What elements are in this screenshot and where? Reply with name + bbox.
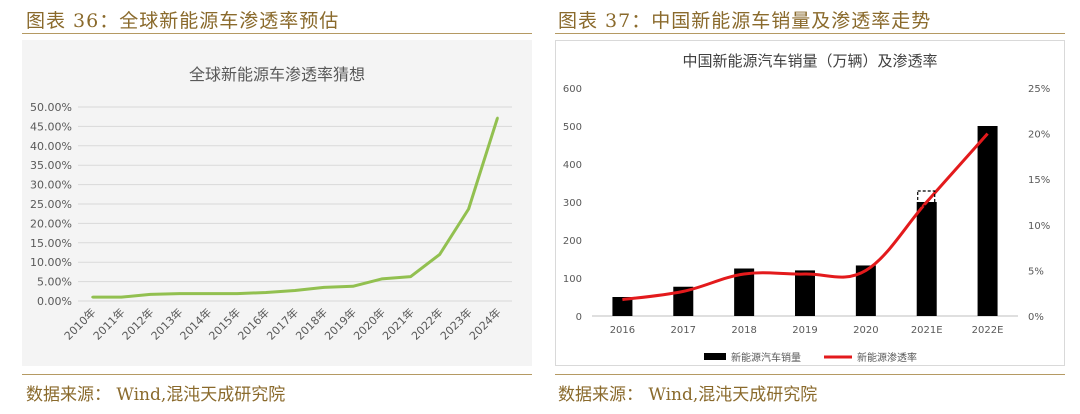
data-point [438, 253, 441, 256]
y-right-tick-label: 20% [1028, 130, 1050, 141]
y-tick-label: 0.00% [37, 295, 72, 308]
y-left-tick-label: 600 [563, 84, 582, 95]
x-tick-label: 2019 [792, 325, 817, 336]
data-point [322, 286, 326, 289]
legend-label-penetration: 新能源渗透率 [857, 351, 917, 364]
y-right-tick-label: 0% [1028, 312, 1044, 323]
y-right-tick-label: 5% [1028, 266, 1044, 277]
bar [855, 265, 876, 316]
y-tick-label: 30.00% [30, 179, 72, 192]
right-title-rule [555, 33, 1065, 34]
left-source-rule [22, 374, 532, 375]
x-tick-label: 2018 [731, 325, 756, 336]
x-tick-label: 2016 [610, 325, 635, 336]
data-point [264, 291, 268, 294]
data-point [149, 293, 152, 296]
left-figure-title: 图表 36：全球新能源车渗透率预估 [26, 10, 340, 32]
left-chart-panel: 全球新能源车渗透率猜想 0.00% 5.00% 10.00% 15.00% 20.00% 2… [22, 40, 532, 366]
y-tick-label: 25.00% [30, 198, 72, 211]
right-figure-title: 图表 37：中国新能源车销量及渗透率走势 [558, 10, 932, 32]
series-line [92, 117, 499, 299]
highlight-box [917, 190, 936, 207]
y-left-tick-label: 200 [563, 236, 582, 247]
y-right-tick-label: 25% [1028, 84, 1050, 95]
x-tick-label: 2021E [911, 325, 943, 336]
y-tick-label: 40.00% [30, 140, 72, 153]
data-point [207, 292, 210, 295]
bar [734, 268, 755, 316]
data-point [351, 285, 355, 288]
y-tick-label: 15.00% [30, 237, 72, 250]
y-left-tick-label: 300 [563, 198, 582, 209]
data-point [496, 116, 499, 120]
chart-title: 中国新能源汽车销量（万辆）及渗透率 [682, 52, 937, 70]
bar [795, 270, 815, 316]
x-tick-label: 2024年 [466, 305, 503, 342]
y-left-tick-label: 0 [576, 312, 582, 323]
right-source-text: 数据来源： Wind,混沌天成研究院 [558, 385, 818, 405]
data-point [409, 275, 412, 278]
y-tick-label: 10.00% [30, 256, 72, 269]
y-right-tick-label: 10% [1028, 221, 1050, 232]
right-chart-panel: 中国新能源汽车销量（万辆）及渗透率 0 100 200 300 400 500 600 0% 5%… [555, 40, 1065, 366]
y-left-tick-label: 100 [563, 274, 582, 285]
data-point [120, 295, 123, 299]
x-tick-label: 2020 [853, 325, 878, 336]
data-point [178, 292, 181, 295]
y-right-tick-label: 15% [1028, 175, 1050, 186]
bar [673, 286, 694, 316]
data-point [293, 289, 297, 292]
y-left-tick-label: 400 [563, 160, 582, 171]
y-left-tick-label: 500 [563, 122, 582, 133]
chart-title: 全球新能源车渗透率猜想 [189, 65, 365, 84]
bar [612, 297, 633, 316]
y-tick-label: 50.00% [30, 101, 72, 114]
bar [977, 126, 998, 316]
data-point [467, 207, 470, 211]
data-point [91, 295, 94, 299]
y-tick-label: 45.00% [30, 120, 72, 133]
left-source-text: 数据来源： Wind,混沌天成研究院 [26, 385, 286, 405]
legend-swatch-bar [704, 353, 726, 360]
global-penetration-chart: 全球新能源车渗透率猜想 0.00% 5.00% 10.00% 15.00% 20.00% 2… [30, 65, 512, 343]
bar [916, 202, 937, 316]
y-tick-label: 35.00% [30, 159, 72, 172]
y-tick-label: 20.00% [30, 217, 72, 230]
data-point [235, 292, 239, 295]
x-tick-label: 2022E [972, 325, 1004, 336]
penetration-line [622, 132, 989, 302]
right-source-rule [555, 374, 1065, 375]
x-tick-label: 2017 [671, 325, 696, 336]
data-point [380, 277, 383, 281]
y-tick-label: 5.00% [37, 276, 72, 289]
china-sales-penetration-chart: 中国新能源汽车销量（万辆）及渗透率 0 100 200 300 400 500 600 0% 5%… [563, 52, 1050, 364]
legend-label-sales: 新能源汽车销量 [731, 351, 801, 364]
left-title-rule [22, 33, 532, 34]
